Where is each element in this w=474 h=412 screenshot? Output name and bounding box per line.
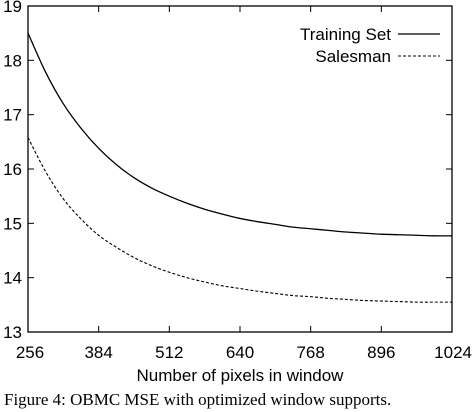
legend-label-salesman: Salesman xyxy=(315,47,391,66)
series-line-salesman xyxy=(27,137,452,303)
figure-caption: Figure 4: OBMC MSE with optimized window… xyxy=(4,390,391,409)
x-tick-label: 640 xyxy=(226,343,254,362)
x-tick-label: 512 xyxy=(155,343,183,362)
y-tick-label: 14 xyxy=(3,269,22,288)
x-tick-label: 384 xyxy=(84,343,112,362)
x-tick-label: 1024 xyxy=(434,343,472,362)
y-tick-label: 19 xyxy=(3,0,22,16)
x-tick-label: 768 xyxy=(296,343,324,362)
series-line-training-set xyxy=(27,32,453,237)
y-tick-label: 18 xyxy=(3,51,22,70)
x-axis-ticks: 256 384 512 640 768 896 1024 xyxy=(16,6,472,362)
x-tick-label: 256 xyxy=(16,343,44,362)
y-axis-ticks: 13 14 15 16 17 18 19 xyxy=(3,0,452,342)
series-layer xyxy=(27,32,453,303)
y-tick-label: 17 xyxy=(3,106,22,125)
legend: Training Set Salesman xyxy=(300,25,440,66)
legend-label-training-set: Training Set xyxy=(300,25,391,44)
y-tick-label: 13 xyxy=(3,323,22,342)
y-tick-label: 16 xyxy=(3,160,22,179)
y-tick-label: 15 xyxy=(3,214,22,233)
x-tick-label: 896 xyxy=(367,343,395,362)
x-axis-label: Number of pixels in window xyxy=(137,366,345,385)
